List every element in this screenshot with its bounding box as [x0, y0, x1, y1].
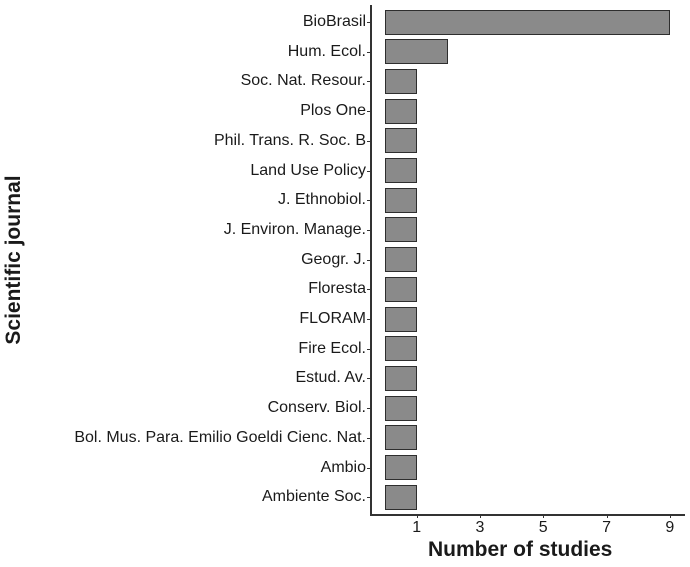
bar — [385, 395, 417, 421]
y-tick-label: FLORAM — [299, 310, 366, 327]
bar — [385, 276, 417, 302]
y-tick-mark — [367, 52, 371, 53]
y-tick-mark — [367, 260, 371, 261]
bar — [385, 158, 417, 183]
x-tick-mark — [606, 514, 608, 518]
y-tick-label: Geogr. J. — [301, 250, 366, 268]
y-tick-label: Floresta — [308, 280, 366, 298]
y-tick-mark — [367, 319, 371, 320]
bar — [385, 336, 417, 362]
y-tick-label: Ambio — [320, 458, 366, 476]
y-tick-mark — [367, 497, 371, 498]
y-tick-label: Land Use Policy — [250, 161, 366, 179]
y-tick-label: Conserv. Biol. — [267, 399, 366, 417]
y-tick-mark — [367, 408, 371, 409]
bar — [385, 484, 417, 510]
y-tick-mark — [367, 22, 371, 23]
y-tick-mark — [367, 111, 371, 112]
bar — [385, 455, 417, 480]
bar — [385, 306, 417, 332]
x-axis-line — [370, 514, 685, 516]
x-tick-label: 7 — [602, 519, 611, 536]
bar — [385, 68, 417, 94]
x-tick-mark — [416, 514, 418, 518]
x-tick-label: 1 — [412, 519, 422, 536]
x-tick-label: 9 — [665, 519, 675, 536]
bar — [385, 9, 670, 35]
y-tick-label: J. Ethnobiol. — [277, 191, 366, 209]
x-tick-mark — [543, 514, 545, 518]
x-axis-title: Number of studies — [428, 538, 613, 561]
y-tick-label: Estud. Av. — [295, 369, 366, 387]
y-tick-mark — [367, 289, 371, 290]
y-tick-mark — [367, 349, 371, 350]
bar — [385, 425, 417, 451]
y-tick-mark — [367, 378, 371, 379]
y-tick-mark — [367, 468, 371, 469]
x-tick-label: 5 — [538, 519, 548, 536]
x-tick-mark — [669, 514, 671, 518]
x-tick-mark — [479, 514, 481, 518]
y-tick-label: Soc. Nat. Resour. — [240, 72, 366, 90]
y-tick-mark — [367, 200, 371, 201]
y-tick-mark — [367, 81, 371, 82]
y-tick-label: Hum. Ecol. — [287, 42, 366, 60]
y-tick-label: J. Environ. Manage. — [223, 220, 366, 238]
y-tick-label: Fire Ecol. — [298, 339, 366, 357]
y-tick-label: Ambiente Soc. — [261, 488, 366, 506]
y-tick-label: Plos One — [300, 102, 366, 120]
y-tick-label: Bol. Mus. Para. Emilio Goeldi Cienc. Nat… — [74, 428, 366, 446]
y-axis-title: Scientific journal — [2, 175, 25, 345]
x-tick-label: 3 — [475, 519, 485, 536]
y-tick-label: Phil. Trans. R. Soc. B — [213, 131, 366, 149]
y-tick-mark — [367, 171, 371, 172]
y-tick-mark — [367, 438, 371, 439]
y-tick-mark — [367, 230, 371, 231]
bar — [385, 39, 449, 65]
y-tick-mark — [367, 141, 371, 142]
bar — [385, 365, 417, 391]
bar — [385, 217, 417, 243]
bar — [385, 247, 417, 273]
bar — [385, 128, 417, 154]
bar — [385, 187, 417, 213]
bar — [385, 98, 417, 124]
y-tick-label: BioBrasil — [302, 13, 366, 30]
